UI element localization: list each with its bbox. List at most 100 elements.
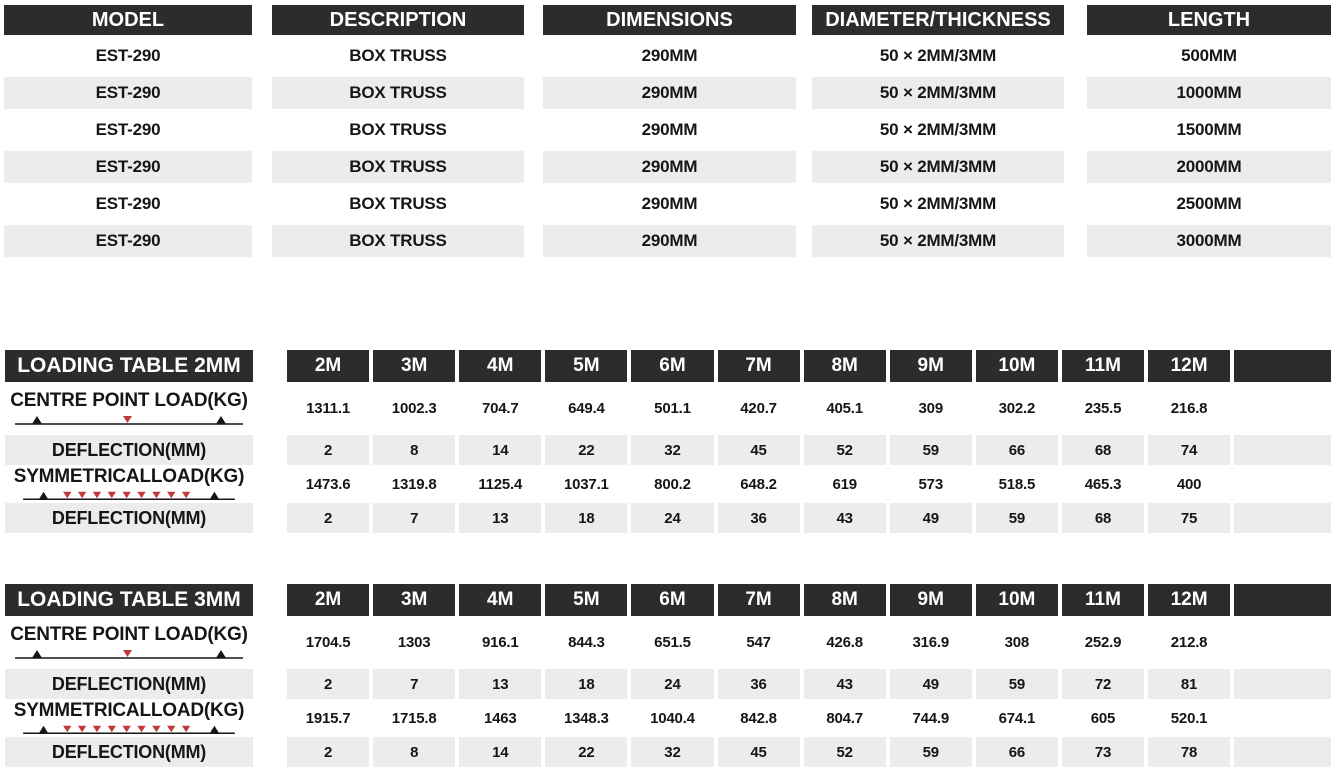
load-value-cell: 1473.6 — [287, 466, 370, 502]
deflection-value-cell: 8 — [373, 435, 456, 465]
spec-cell: 3000MM — [1087, 225, 1331, 257]
row-label-deflection: DEFLECTION(MM) — [5, 737, 253, 767]
spec-cell: BOX TRUSS — [272, 114, 524, 146]
spec-header-cell: LENGTH — [1087, 5, 1331, 35]
spec-cell: EST-290 — [4, 114, 252, 146]
deflection-value-cell: 66 — [975, 435, 1058, 465]
spec-cell: 2500MM — [1087, 188, 1331, 220]
deflection-value-cell: 75 — [1148, 503, 1231, 533]
deflection-value-cell: 43 — [803, 503, 886, 533]
spec-cell: BOX TRUSS — [272, 188, 524, 220]
spec-cell: 290MM — [543, 114, 796, 146]
load-value-cell-empty — [1234, 382, 1331, 434]
spec-cell: EST-290 — [4, 40, 252, 72]
load-value-cell: 1463 — [459, 700, 542, 736]
deflection-value-cell-empty — [1234, 669, 1331, 699]
spec-cell: 50 × 2MM/3MM — [812, 225, 1064, 257]
deflection-value-cell: 8 — [373, 737, 456, 767]
deflection-value-cell: 13 — [459, 669, 542, 699]
deflection-value-cell-empty — [1234, 503, 1331, 533]
load-value-cell: 1319.8 — [373, 466, 456, 502]
deflection-value-cell: 73 — [1061, 737, 1145, 767]
deflection-value-cell: 2 — [287, 503, 370, 533]
loading-table-3mm: LOADING TABLE 3MM CENTRE POINT LOAD(KG) … — [5, 584, 1331, 768]
row-label-deflection: DEFLECTION(MM) — [5, 503, 253, 533]
load-value-cell: 1125.4 — [459, 466, 542, 502]
deflection-value-cell: 43 — [803, 669, 886, 699]
deflection-value-cell: 13 — [459, 503, 542, 533]
deflection-value-cell: 45 — [717, 435, 800, 465]
load-value-cell: 235.5 — [1061, 382, 1145, 434]
deflection-value-cell: 14 — [459, 435, 542, 465]
load-value-cell-empty — [1234, 616, 1331, 668]
span-header-cell: 10M — [975, 584, 1058, 616]
loading-table-title: LOADING TABLE 3MM — [5, 584, 253, 616]
load-value-cell: 804.7 — [803, 700, 886, 736]
spec-cell: 2000MM — [1087, 151, 1331, 183]
row-label-symmetrical-load: SYMMETRICALLOAD(KG) — [5, 700, 253, 736]
row-label-deflection: DEFLECTION(MM) — [5, 669, 253, 699]
row-label-centre-point-load: CENTRE POINT LOAD(KG) — [5, 616, 253, 668]
load-value-cell: 212.8 — [1148, 616, 1231, 668]
span-header-cell: 4M — [459, 584, 542, 616]
spec-column: DIMENSIONS 290MM 290MM 290MM 290MM 290MM 290MM — [543, 5, 796, 257]
deflection-value-cell: 49 — [889, 669, 972, 699]
span-header-cell: 5M — [545, 350, 628, 382]
span-header-cell: 3M — [373, 350, 456, 382]
deflection-value-cell: 18 — [545, 503, 628, 533]
spec-cell: BOX TRUSS — [272, 40, 524, 72]
spec-header-cell: DIAMETER/THICKNESS — [812, 5, 1064, 35]
span-header-cell: 3M — [373, 584, 456, 616]
symmetrical-load-icon — [23, 725, 235, 734]
spec-header-cell: DIMENSIONS — [543, 5, 796, 35]
loading-table-3mm-grid: 2M 3M 4M 5M 6M 7M 8M 9M 10M 11M 12M 1704.5 1303 916.1… — [287, 584, 1331, 768]
deflection-value-cell: 68 — [1061, 435, 1145, 465]
load-value-cell: 704.7 — [459, 382, 542, 434]
load-value-cell: 309 — [889, 382, 972, 434]
spec-cell: 500MM — [1087, 40, 1331, 72]
span-header-cell: 2M — [287, 584, 370, 616]
spec-cell: 1000MM — [1087, 77, 1331, 109]
loading-table-2mm-labels: LOADING TABLE 2MM CENTRE POINT LOAD(KG) … — [5, 350, 253, 534]
deflection-value-cell: 24 — [631, 503, 714, 533]
load-value-cell-empty — [1234, 700, 1331, 736]
spec-cell: EST-290 — [4, 188, 252, 220]
load-value-cell: 518.5 — [975, 466, 1058, 502]
load-value-cell: 605 — [1061, 700, 1145, 736]
span-header-cell-empty — [1234, 584, 1331, 616]
span-header-cell: 11M — [1061, 350, 1145, 382]
centre-point-load-icon — [15, 649, 243, 659]
load-value-cell: 316.9 — [889, 616, 972, 668]
deflection-value-cell: 52 — [803, 737, 886, 767]
spec-cell: 50 × 2MM/3MM — [812, 77, 1064, 109]
load-value-cell: 501.1 — [631, 382, 714, 434]
deflection-value-cell: 22 — [545, 435, 628, 465]
deflection-value-cell: 22 — [545, 737, 628, 767]
load-value-cell: 216.8 — [1148, 382, 1231, 434]
spec-cell: EST-290 — [4, 151, 252, 183]
load-value-cell-empty — [1234, 466, 1331, 502]
deflection-value-cell: 78 — [1148, 737, 1231, 767]
span-header-cell: 8M — [803, 584, 886, 616]
deflection-value-cell: 59 — [975, 669, 1058, 699]
deflection-value-cell-empty — [1234, 737, 1331, 767]
load-value-cell: 420.7 — [717, 382, 800, 434]
load-value-cell: 651.5 — [631, 616, 714, 668]
deflection-value-cell: 81 — [1148, 669, 1231, 699]
deflection-value-cell: 14 — [459, 737, 542, 767]
product-spec-table: MODEL EST-290 EST-290 EST-290 EST-290 EST-290… — [4, 5, 1331, 257]
load-value-cell: 547 — [717, 616, 800, 668]
spec-cell: 290MM — [543, 225, 796, 257]
span-header-cell: 11M — [1061, 584, 1145, 616]
loading-table-2mm: LOADING TABLE 2MM CENTRE POINT LOAD(KG) … — [5, 350, 1331, 534]
deflection-value-cell: 7 — [373, 503, 456, 533]
deflection-value-cell: 72 — [1061, 669, 1145, 699]
load-value-cell: 1303 — [373, 616, 456, 668]
row-label-text: SYMMETRICALLOAD(KG) — [13, 466, 245, 487]
span-header-cell: 10M — [975, 350, 1058, 382]
span-header-cell: 2M — [287, 350, 370, 382]
row-label-centre-point-load: CENTRE POINT LOAD(KG) — [5, 382, 253, 434]
spec-header-cell: MODEL — [4, 5, 252, 35]
deflection-value-cell: 59 — [889, 737, 972, 767]
row-label-symmetrical-load: SYMMETRICALLOAD(KG) — [5, 466, 253, 502]
